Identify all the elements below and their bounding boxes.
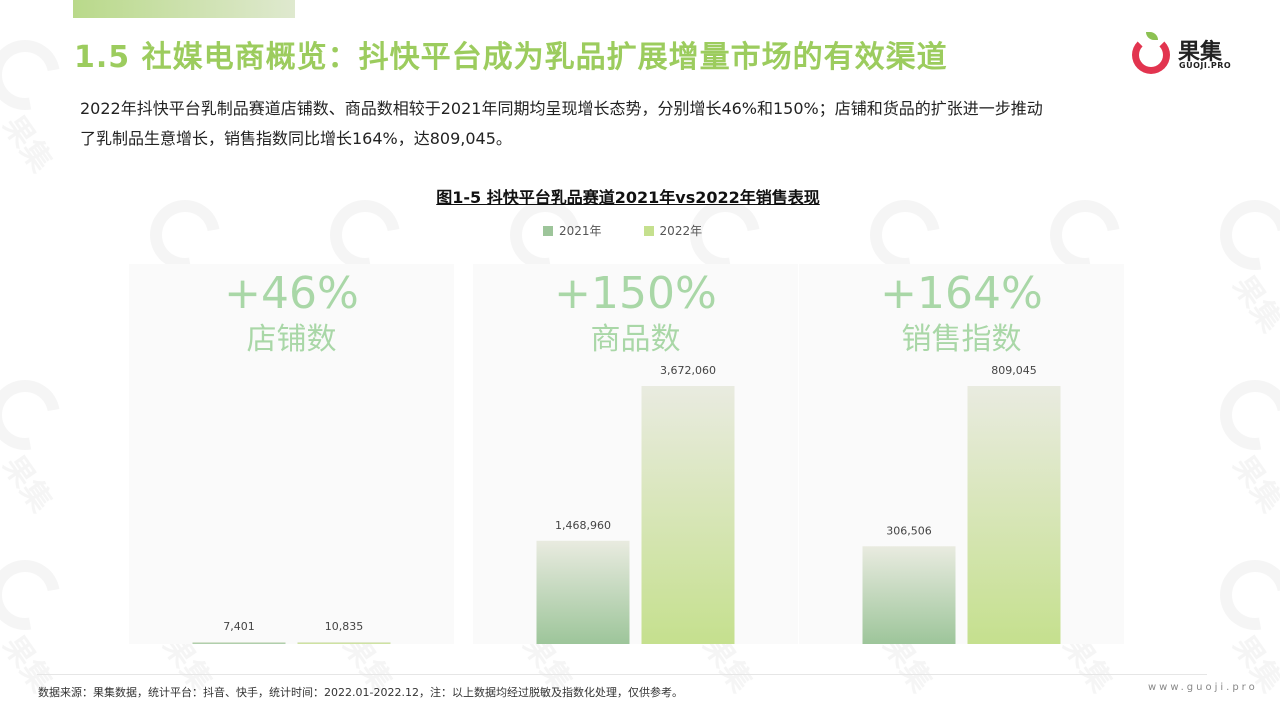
growth-rate-label: +164% <box>880 268 1043 319</box>
legend-item-2022: 2022年 <box>643 222 703 239</box>
logo-subtitle: GUOJI.PRO <box>1179 61 1232 70</box>
category-label: 店铺数 <box>247 322 337 357</box>
logo-mark-icon <box>1132 36 1170 74</box>
data-label-2021: 1,468,960 <box>555 519 611 532</box>
chart-legend: 2021年 2022年 <box>543 222 702 239</box>
category-label: 商品数 <box>591 322 681 357</box>
chart-panel-1: +46%店铺数 7,401 10,835 <box>129 264 454 644</box>
growth-rate-label: +150% <box>554 268 717 319</box>
bar-2022 <box>297 642 391 644</box>
chart-panel-3: +164%销售指数 306,506 809,045 <box>799 264 1124 644</box>
panel-background <box>799 264 1124 644</box>
site-url: www.guoji.pro <box>1148 682 1258 693</box>
intro-line-1: 2022年抖快平台乳制品赛道店铺数、商品数相较于2021年同期均呈现增长态势，分… <box>80 99 1043 118</box>
page-title: 1.5 社媒电商概览：抖快平台成为乳品扩展增量市场的有效渠道 <box>74 40 948 75</box>
footer-divider <box>37 674 1207 675</box>
legend-label-2022: 2022年 <box>659 224 703 238</box>
bar-2021 <box>192 642 286 644</box>
panel-background <box>129 264 454 644</box>
logo-name: 果集 <box>1178 40 1223 65</box>
legend-label-2021: 2021年 <box>559 224 602 238</box>
intro-paragraph: 2022年抖快平台乳制品赛道店铺数、商品数相较于2021年同期均呈现增长态势，分… <box>80 94 1200 154</box>
growth-rate-label: +46% <box>224 268 359 319</box>
legend-swatch-2021 <box>543 225 553 236</box>
bar-2021 <box>862 546 956 644</box>
data-label-2021: 7,401 <box>223 620 255 633</box>
data-label-2022: 10,835 <box>325 620 364 633</box>
data-source-note: 数据来源：果集数据，统计平台：抖音、快手，统计时间：2022.01-2022.1… <box>38 686 683 699</box>
data-label-2022: 809,045 <box>991 364 1037 377</box>
top-accent-bar <box>73 0 295 18</box>
logo-leaf-icon <box>1146 32 1158 40</box>
panel-background <box>473 264 798 644</box>
legend-swatch-2022 <box>643 225 654 236</box>
intro-line-2: 了乳制品生意增长，销售指数同比增长164%，达809,045。 <box>80 129 512 148</box>
bar-2022 <box>967 386 1061 644</box>
legend-item-2021: 2021年 <box>543 222 602 239</box>
chart-title: 图1-5 抖快平台乳品赛道2021年vs2022年销售表现 <box>0 184 1256 208</box>
bar-2022 <box>641 386 735 644</box>
brand-logo: 果集 GUOJI.PRO <box>1132 32 1252 74</box>
chart-panel-2: +150%商品数 1,468,960 3,672,060 <box>473 264 798 644</box>
bar-2021 <box>536 540 630 644</box>
data-label-2021: 306,506 <box>886 524 932 537</box>
category-label: 销售指数 <box>902 322 1022 357</box>
chart-title-text: 图1-5 抖快平台乳品赛道2021年vs2022年销售表现 <box>436 188 820 207</box>
data-label-2022: 3,672,060 <box>660 364 716 377</box>
